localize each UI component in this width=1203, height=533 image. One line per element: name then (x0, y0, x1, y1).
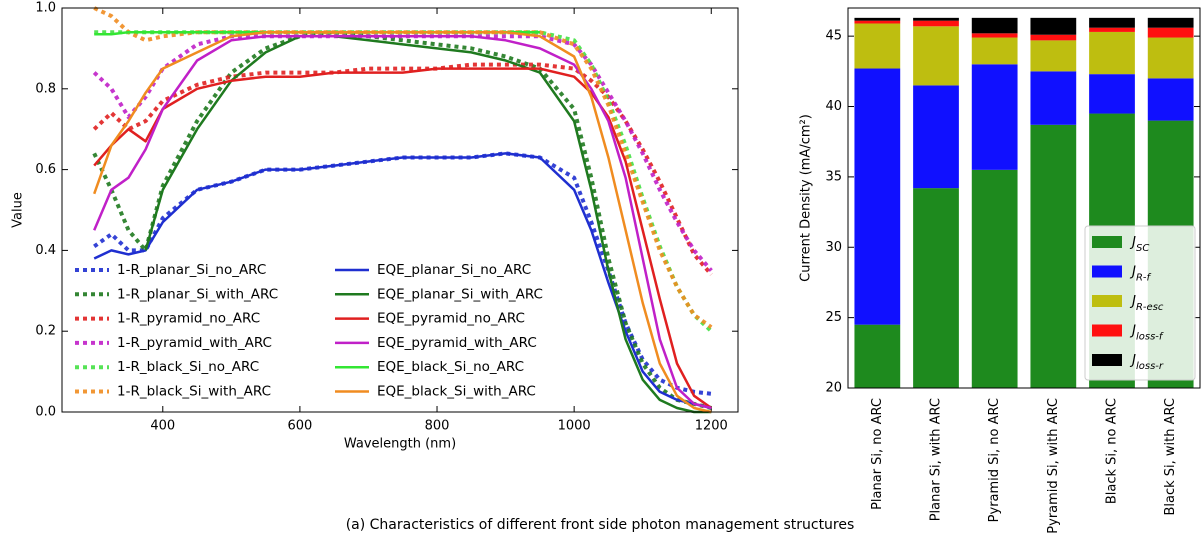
legend-label: EQE_planar_Si_no_ARC (377, 262, 531, 278)
legend-label: 1-R_planar_Si_with_ARC (117, 286, 278, 302)
data-line (92, 30, 712, 410)
bar-segment (1089, 17, 1135, 28)
bar-segment (1089, 27, 1135, 32)
y-tick-label: 35 (825, 169, 842, 184)
bar-segment (854, 17, 901, 21)
legend-swatch (1092, 324, 1122, 337)
legend-subscript: loss-f (1136, 331, 1164, 342)
y-tick-label: 0.2 (35, 324, 56, 339)
y-tick-label: 0.8 (35, 81, 56, 96)
legend-label: EQE_black_Si_with_ARC (377, 384, 536, 400)
legend-label: 1-R_pyramid_no_ARC (117, 311, 260, 327)
bar-segment (1089, 74, 1135, 114)
bar-segment (971, 33, 1018, 38)
legend-label: EQE_pyramid_with_ARC (377, 335, 537, 351)
legend-box (1084, 225, 1196, 381)
y-tick-label: 0.6 (35, 162, 56, 177)
bar-segment (971, 64, 1018, 170)
y-tick-label: 40 (825, 99, 842, 114)
legend-swatch (1092, 236, 1122, 248)
x-tick-label: Black Si, with ARC (1163, 398, 1178, 516)
legend-label: EQE_pyramid_no_ARC (377, 311, 525, 327)
y-tick-label: 25 (825, 310, 842, 325)
bar-segment (913, 188, 959, 388)
bar-segment (971, 169, 1018, 388)
x-tick-label: Planar Si, with ARC (929, 398, 944, 521)
legend-subscript: SC (1136, 243, 1149, 254)
x-tick-label: Black Si, no ARC (1105, 398, 1120, 504)
y-tick-label: 1.0 (35, 1, 56, 16)
bar-segment (1147, 17, 1194, 28)
legend-subscript: loss-r (1136, 361, 1164, 372)
y-axis-label: Current Density (mA/cm²) (799, 114, 814, 282)
data-line (93, 35, 712, 410)
data-line (93, 30, 712, 414)
legend-subscript: R-esc (1136, 302, 1164, 313)
bar-segment (1030, 124, 1077, 388)
y-tick-label: 30 (825, 240, 842, 255)
data-line (92, 34, 713, 272)
bar-segment (854, 68, 901, 325)
caption: (a) Characteristics of different front s… (346, 517, 855, 533)
plot-frame (61, 7, 739, 413)
legend-label: 1-R_black_Si_with_ARC (117, 384, 271, 400)
x-tick-label: Pyramid Si, with ARC (1046, 398, 1061, 533)
bar-segment (854, 20, 901, 24)
bar-segment (913, 20, 959, 27)
y-tick-label: 20 (825, 381, 842, 396)
bar-segment (913, 85, 959, 189)
plot-frame (847, 7, 1201, 389)
bar-segment (971, 37, 1018, 65)
legend-label: 1-R_black_Si_no_ARC (117, 359, 259, 375)
y-tick-label: 45 (825, 29, 842, 44)
y-axis-label: Value (11, 192, 26, 228)
data-line (144, 35, 712, 414)
bar-segment (1147, 37, 1194, 79)
legend-subscript: R-f (1136, 272, 1152, 283)
x-tick-label: 800 (425, 419, 450, 434)
legend-swatch (1092, 354, 1122, 366)
bar-segment (1030, 34, 1077, 41)
x-tick-label: 600 (287, 419, 312, 434)
data-line (93, 152, 712, 410)
x-axis-label: Wavelength (nm) (344, 437, 456, 452)
bar-segment (854, 324, 901, 388)
data-line (93, 67, 713, 410)
bar-segment (1147, 27, 1194, 38)
bar-segment (1147, 78, 1194, 121)
x-tick-label: 400 (150, 419, 175, 434)
bar-segment (1030, 40, 1077, 72)
x-tick-label: 1200 (695, 419, 728, 434)
x-tick-label: 1000 (558, 419, 591, 434)
legend-swatch (1092, 265, 1122, 278)
y-tick-label: 0.0 (35, 405, 56, 420)
legend-label: EQE_black_Si_no_ARC (377, 359, 524, 375)
legend-label: 1-R_planar_Si_no_ARC (117, 262, 266, 278)
y-tick-label: 0.4 (35, 243, 56, 258)
x-tick-label: Pyramid Si, no ARC (987, 398, 1002, 522)
bar-segment (971, 17, 1018, 34)
bar-segment (913, 17, 959, 21)
bar-segment (1030, 71, 1077, 125)
bar-segment (913, 26, 959, 86)
bar-segment (854, 23, 901, 69)
bar-segment (1089, 31, 1135, 75)
legend-label: 1-R_pyramid_with_ARC (117, 335, 272, 351)
legend-swatch (1092, 295, 1122, 307)
bar-segment (1030, 17, 1077, 35)
x-tick-label: Planar Si, no ARC (870, 398, 885, 510)
data-line (93, 6, 713, 329)
legend-label: EQE_planar_Si_with_ARC (377, 286, 543, 302)
